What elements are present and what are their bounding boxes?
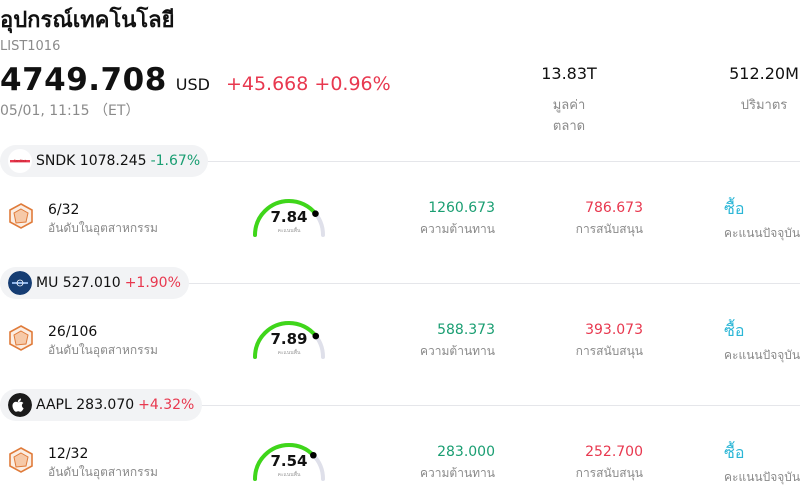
score-label: คะแนนพื้น <box>277 228 301 234</box>
support-value: 786.673 <box>585 200 643 216</box>
industry-rank-label: อันดับในอุตสาหกรรม <box>48 343 158 357</box>
price-row: 4749.708 USD +45.668 +0.96% <box>0 62 391 98</box>
index-price: 4749.708 <box>0 62 167 98</box>
timestamp: 05/01, 11:15 （ET） <box>0 103 140 119</box>
score-value: 7.84 <box>270 208 308 226</box>
action-rating-label: คะแนนปัจจุบัน <box>724 226 800 240</box>
resistance-value: 283.000 <box>437 444 495 460</box>
stock-chip-mu[interactable]: MU 527.010 +1.90% <box>0 267 189 299</box>
support-label: การสนับสนุน <box>575 344 643 358</box>
svg-text:SanDisk: SanDisk <box>14 159 27 163</box>
industry-rank: 26/106 <box>48 324 98 340</box>
currency: USD <box>175 75 210 94</box>
industry-rank-label: อันดับในอุตสาหกรรม <box>48 465 158 479</box>
action-rating[interactable]: ซื้อ <box>724 443 745 462</box>
resistance-label: ความต้านทาน <box>420 222 495 236</box>
stock-change: -1.67% <box>150 153 201 169</box>
score-value: 7.54 <box>270 452 308 470</box>
action-rating-label: คะแนนปัจจุบัน <box>724 470 800 484</box>
stock-price: 1078.245 <box>79 153 147 169</box>
stock-ticker: SNDK <box>36 153 76 169</box>
stock-ticker: AAPL <box>36 397 72 413</box>
stock-chip-aapl[interactable]: AAPL 283.070 +4.32% <box>0 389 203 421</box>
industry-rank: 12/32 <box>48 446 89 462</box>
section-divider <box>0 405 800 406</box>
section-divider <box>0 161 800 162</box>
score-label: คะแนนพื้น <box>277 350 301 356</box>
resistance-label: ความต้านทาน <box>420 344 495 358</box>
market-cap-value: 13.83T <box>541 64 597 83</box>
micron-logo-icon <box>8 271 32 295</box>
support-label: การสนับสนุน <box>575 222 643 236</box>
index-code: LIST1016 <box>0 39 61 54</box>
sandisk-logo-icon: SanDisk <box>8 149 32 173</box>
score-gauge <box>253 321 325 359</box>
industry-rank-icon <box>9 447 33 473</box>
index-change: +45.668 +0.96% <box>225 73 391 95</box>
industry-rank: 6/32 <box>48 202 80 218</box>
resistance-value: 588.373 <box>437 322 495 338</box>
industry-rank-icon <box>9 325 33 351</box>
support-label: การสนับสนุน <box>575 466 643 480</box>
stock-ticker: MU <box>36 275 59 291</box>
industry-rank-icon <box>9 203 33 229</box>
score-gauge <box>253 443 325 481</box>
market-cap: 13.83T มูลค่าตลาด <box>538 64 600 136</box>
volume: 512.20M ปริมาตร <box>728 64 800 115</box>
volume-value: 512.20M <box>729 64 799 83</box>
industry-rank-label: อันดับในอุตสาหกรรม <box>48 221 158 235</box>
apple-logo-icon <box>8 393 32 417</box>
score-gauge <box>253 199 325 237</box>
stock-change: +4.32% <box>138 397 195 413</box>
page-title: อุปกรณ์เทคโนโลยี <box>0 8 175 33</box>
stock-chip-sndk[interactable]: SanDisk SNDK 1078.245 -1.67% <box>0 145 209 177</box>
score-value: 7.89 <box>270 330 308 348</box>
score-label: คะแนนพื้น <box>277 472 301 478</box>
action-rating[interactable]: ซื้อ <box>724 321 745 340</box>
market-cap-label: มูลค่าตลาด <box>552 98 586 134</box>
action-rating[interactable]: ซื้อ <box>724 199 745 218</box>
stock-price: 283.070 <box>76 397 135 413</box>
resistance-label: ความต้านทาน <box>420 466 495 480</box>
action-rating-label: คะแนนปัจจุบัน <box>724 348 800 362</box>
resistance-value: 1260.673 <box>428 200 495 216</box>
support-value: 252.700 <box>585 444 643 460</box>
support-value: 393.073 <box>585 322 643 338</box>
stock-change: +1.90% <box>124 275 181 291</box>
section-divider <box>0 283 800 284</box>
volume-label: ปริมาตร <box>740 98 788 113</box>
stock-price: 527.010 <box>62 275 121 291</box>
